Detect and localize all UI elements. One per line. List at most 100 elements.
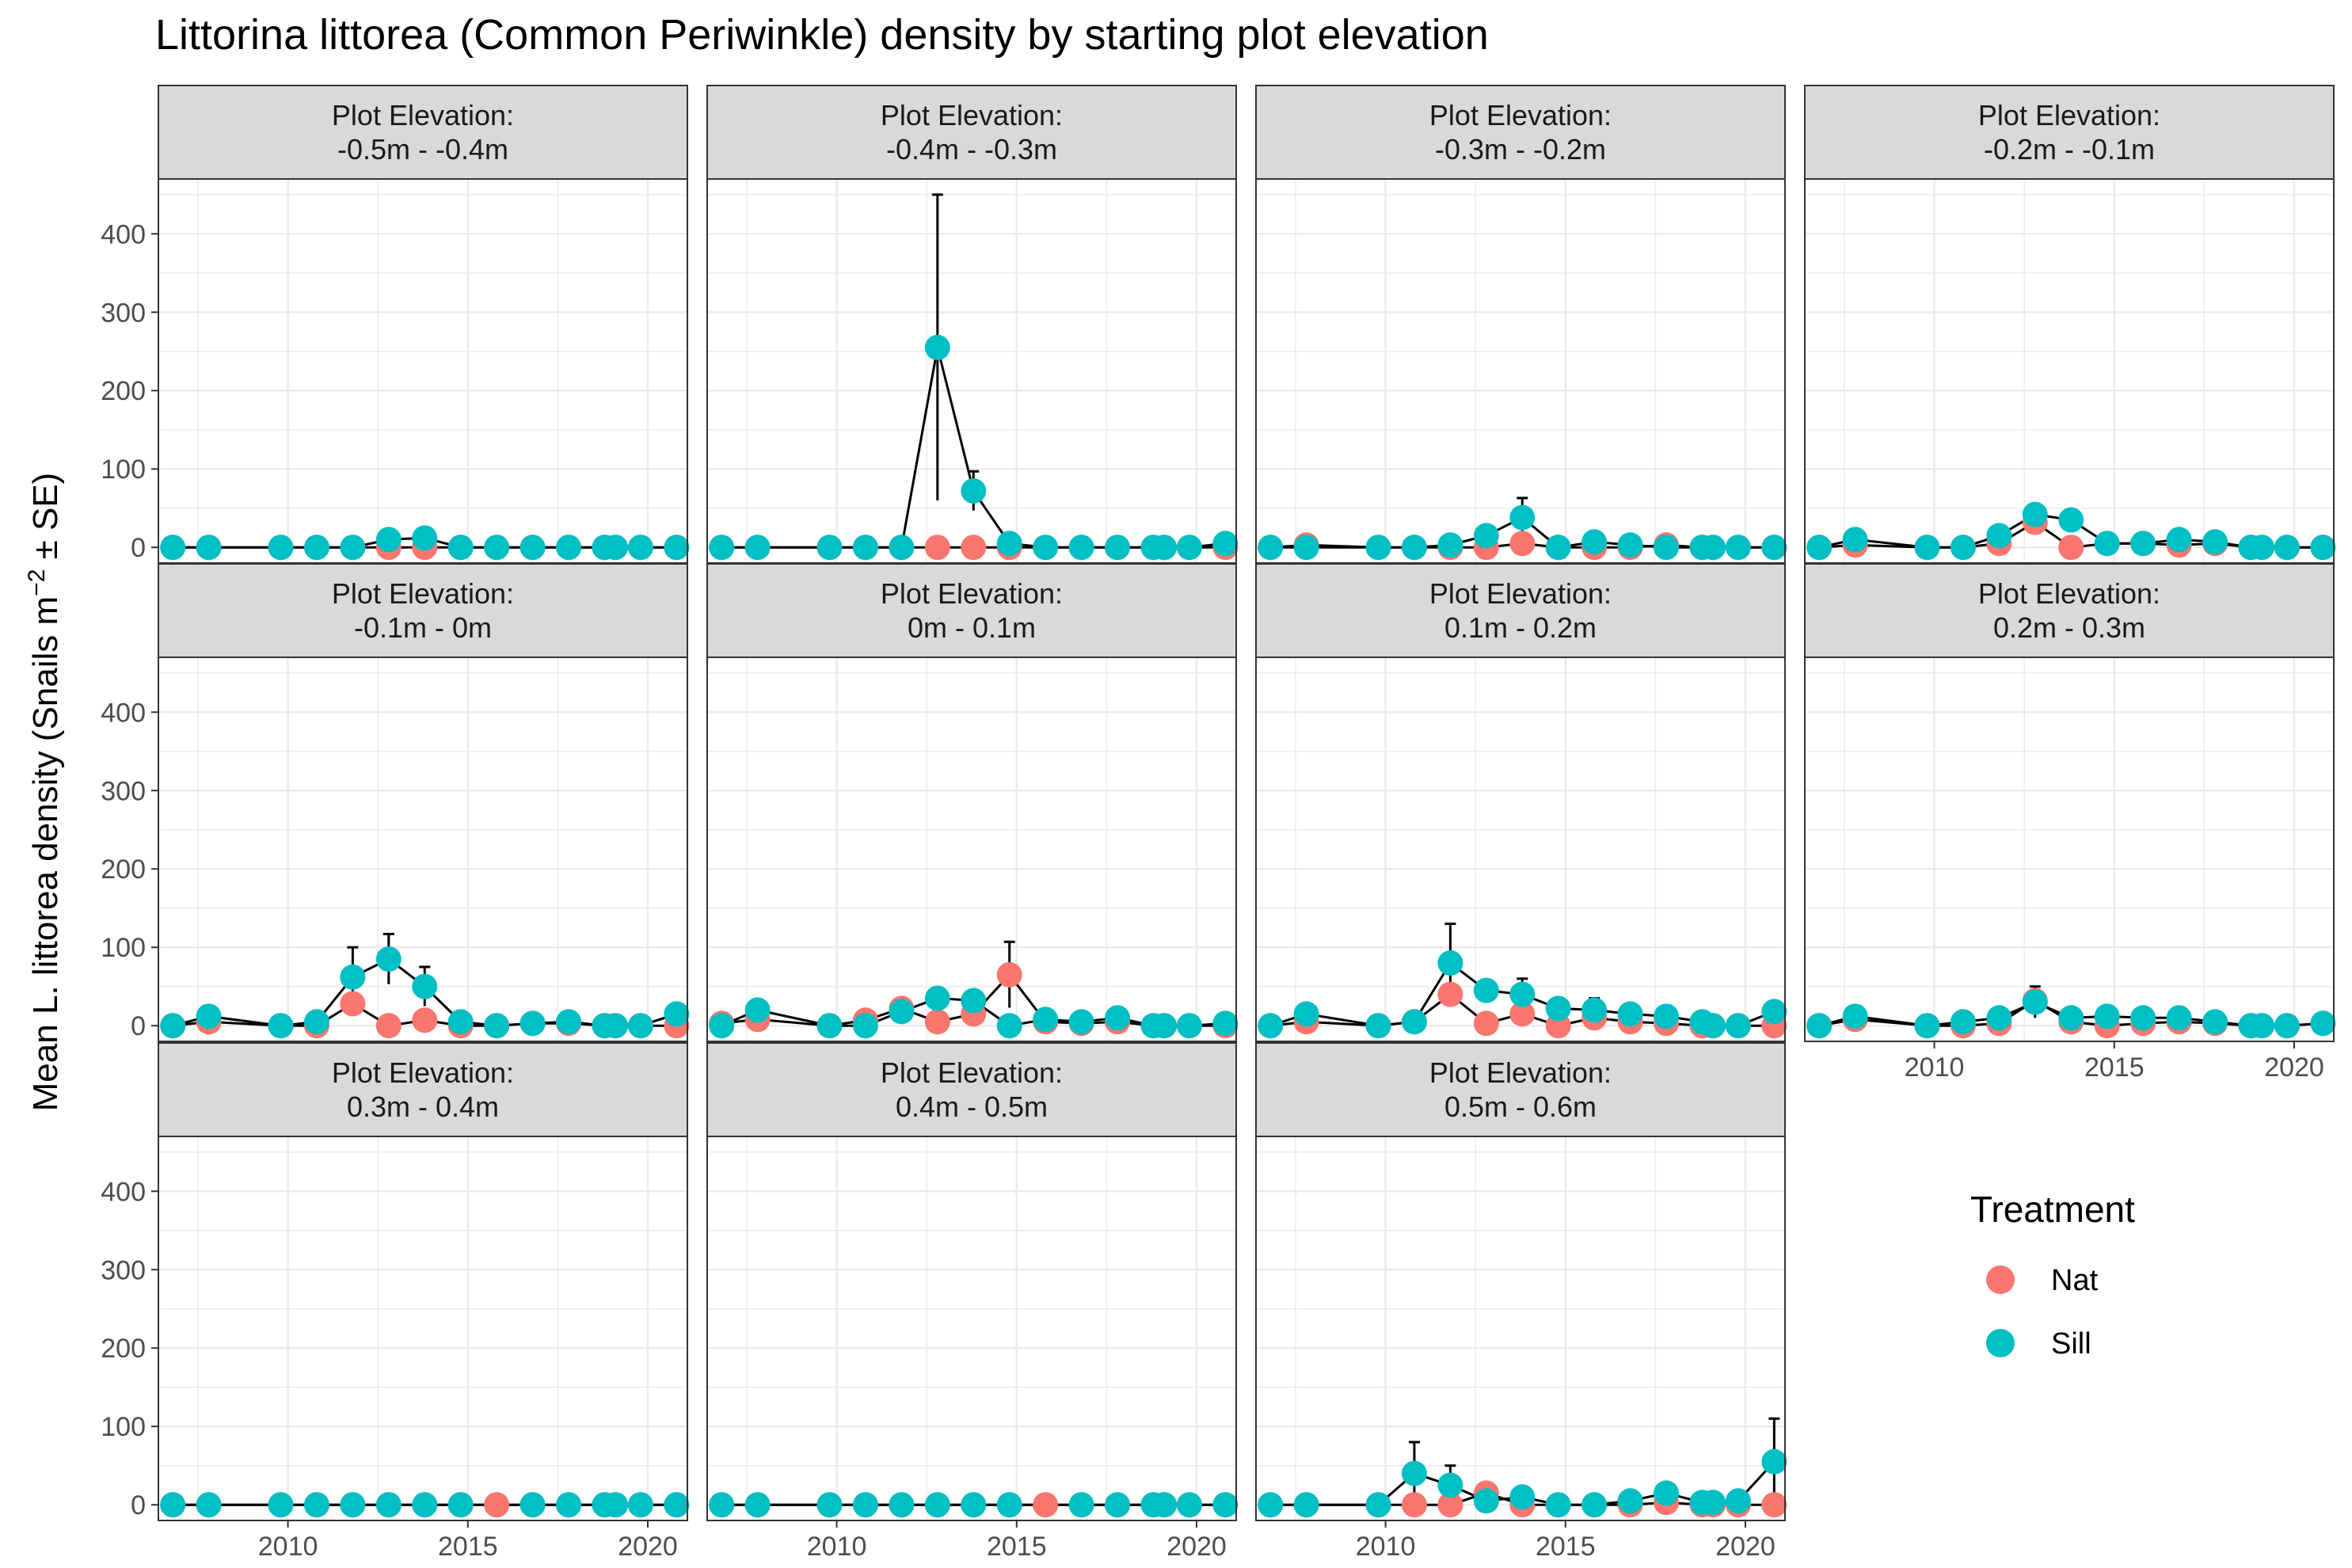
point-nat (1473, 1010, 1499, 1037)
point-sill (2166, 527, 2192, 553)
point-nat (412, 1007, 438, 1033)
y-tick-label: 100 (101, 455, 146, 485)
point-sill (447, 1009, 474, 1035)
point-sill (627, 1013, 653, 1039)
point-sill (1842, 527, 1868, 553)
panel-border (706, 1136, 1237, 1521)
point-sill (1654, 535, 1680, 561)
point-sill (1725, 535, 1751, 561)
panel-border (1255, 1136, 1786, 1521)
y-axis-label: Mean L. littorea density (Snails m−2 ± S… (24, 473, 66, 1112)
point-sill (2249, 1013, 2275, 1039)
point-sill (1761, 535, 1787, 561)
facet-strip-label: 0.4m - 0.5m (896, 1090, 1048, 1123)
point-sill (1700, 535, 1726, 561)
point-sill (1176, 1492, 1202, 1518)
point-sill (816, 1013, 843, 1039)
x-tick-label: 2010 (1905, 1052, 1965, 1083)
point-sill (2166, 1005, 2192, 1031)
point-sill (709, 535, 735, 561)
panel-border (1804, 657, 2335, 1042)
point-sill (1105, 535, 1131, 561)
facet-strip-label: Plot Elevation: (332, 1056, 514, 1089)
point-sill (519, 1492, 546, 1518)
point-sill (2249, 535, 2275, 561)
point-sill (1365, 1492, 1391, 1518)
y-tick-label: 200 (101, 854, 146, 885)
facet-strip-label: Plot Elevation: (1978, 577, 2160, 610)
chart-title: Littorina littorea (Common Periwinkle) d… (155, 11, 1489, 59)
point-sill (627, 1492, 653, 1518)
point-sill (1473, 523, 1499, 549)
facet-panel: Plot Elevation:-0.3m - -0.2m (1255, 85, 1787, 564)
point-sill (816, 1492, 843, 1518)
point-sill (1617, 532, 1643, 558)
point-sill (1950, 535, 1976, 561)
point-nat (961, 535, 987, 561)
point-sill (160, 535, 186, 561)
point-sill (961, 988, 987, 1014)
point-sill (1509, 1484, 1536, 1510)
panel-background (1805, 657, 2334, 1041)
point-sill (2202, 529, 2228, 555)
point-sill (1761, 1448, 1787, 1475)
point-sill (709, 1492, 735, 1518)
point-sill (1725, 1488, 1751, 1514)
facet-panel: Plot Elevation:0.4m - 0.5m 2010 2015 2020 (706, 1042, 1239, 1562)
point-sill (924, 1492, 950, 1518)
point-sill (1986, 1005, 2012, 1031)
facet-strip-label: 0.2m - 0.3m (1993, 611, 2145, 644)
point-nat (996, 961, 1022, 988)
legend-label-nat: Nat (2051, 1264, 2099, 1297)
facet-panel: Plot Elevation:-0.4m - -0.3m (706, 85, 1239, 564)
facet-strip (706, 563, 1237, 658)
point-nat (1437, 981, 1463, 1007)
x-tick-label: 2015 (2084, 1052, 2145, 1083)
point-sill (2130, 531, 2156, 557)
panel-background (1256, 1136, 1785, 1520)
point-sill (1914, 535, 1940, 561)
point-sill (268, 1492, 294, 1518)
point-sill (852, 1013, 878, 1039)
point-sill (412, 525, 438, 551)
x-tick-label: 2015 (1536, 1532, 1596, 1562)
point-sill (2202, 1009, 2228, 1035)
point-nat (484, 1492, 510, 1518)
y-tick-label: 100 (101, 933, 146, 963)
point-sill (1033, 1007, 1059, 1033)
facet-strip-label: Plot Elevation: (1429, 577, 1612, 610)
point-sill (484, 535, 510, 561)
legend-entries: Nat Sill (1986, 1264, 2099, 1361)
facet-strip-label: 0.3m - 0.4m (347, 1090, 499, 1123)
legend-title: Treatment (1970, 1189, 2135, 1230)
x-tick-label: 2015 (438, 1532, 498, 1562)
point-sill (519, 1010, 546, 1037)
panel-border (1255, 657, 1786, 1042)
point-nat (1033, 1492, 1059, 1518)
point-sill (2022, 501, 2048, 527)
facet-strip-label: -0.4m - -0.3m (886, 133, 1057, 166)
x-tick-label: 2020 (1166, 1532, 1227, 1562)
point-nat (1509, 1001, 1536, 1027)
point-sill (2058, 1005, 2084, 1031)
facet-strip-label: Plot Elevation: (1429, 99, 1612, 131)
point-sill (268, 535, 294, 561)
point-sill (1725, 1013, 1751, 1039)
point-sill (447, 1492, 474, 1518)
point-sill (744, 1492, 771, 1518)
point-sill (519, 535, 546, 561)
point-sill (816, 535, 843, 561)
point-sill (664, 1492, 690, 1518)
facet-panel: Plot Elevation:0.2m - 0.3m 2010 2015 2020 (1804, 563, 2336, 1083)
point-sill (2274, 1013, 2300, 1039)
facet-strip-label: Plot Elevation: (332, 577, 514, 610)
point-sill (1581, 1492, 1608, 1518)
point-sill (1545, 1492, 1571, 1518)
point-sill (1654, 1003, 1680, 1029)
point-sill (1401, 1460, 1427, 1486)
facet-strip-label: -0.3m - -0.2m (1435, 133, 1606, 166)
facet-strip-label: Plot Elevation: (881, 577, 1063, 610)
panel-background (707, 179, 1236, 563)
y-tick-label: 200 (101, 376, 146, 406)
point-sill (627, 535, 653, 561)
